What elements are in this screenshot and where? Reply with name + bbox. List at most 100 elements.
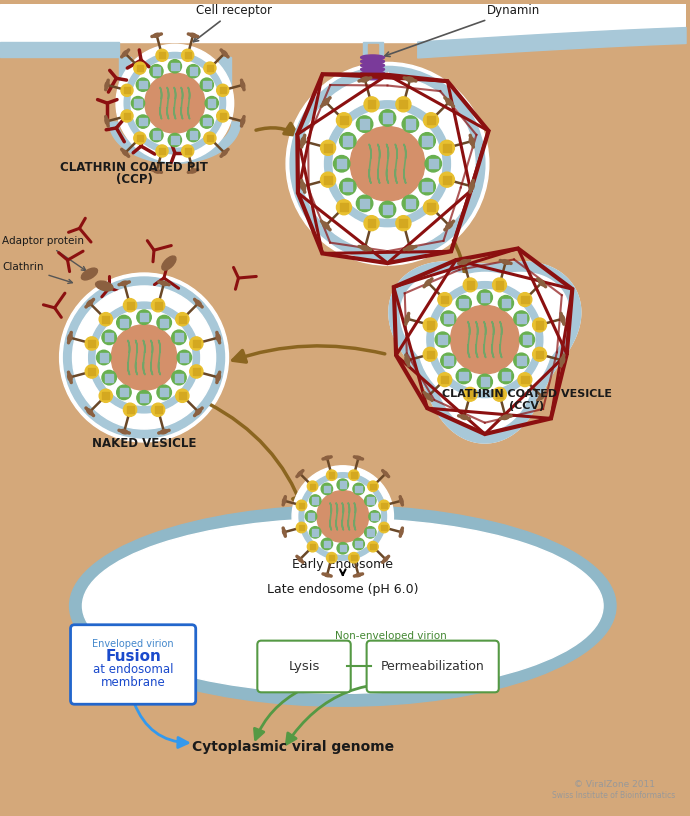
Polygon shape (502, 372, 510, 380)
Ellipse shape (241, 118, 245, 125)
Circle shape (156, 145, 168, 157)
Polygon shape (160, 318, 168, 326)
Text: NAKED VESICLE: NAKED VESICLE (92, 437, 196, 450)
Circle shape (200, 115, 213, 128)
Polygon shape (299, 525, 304, 530)
Ellipse shape (70, 506, 616, 706)
Polygon shape (480, 378, 489, 386)
Circle shape (514, 353, 529, 368)
Circle shape (116, 44, 234, 162)
Ellipse shape (355, 456, 362, 459)
Ellipse shape (221, 51, 227, 56)
Circle shape (353, 539, 364, 550)
Polygon shape (364, 57, 380, 79)
Ellipse shape (297, 557, 302, 561)
Circle shape (348, 552, 359, 563)
Circle shape (307, 481, 318, 491)
Ellipse shape (160, 281, 168, 286)
Polygon shape (310, 484, 315, 489)
Polygon shape (422, 136, 432, 145)
Circle shape (419, 179, 435, 195)
Polygon shape (428, 159, 438, 168)
Polygon shape (193, 368, 200, 375)
Text: © ViralZone 2011: © ViralZone 2011 (573, 780, 655, 789)
Polygon shape (383, 113, 392, 122)
Polygon shape (496, 391, 503, 398)
Polygon shape (536, 351, 543, 358)
Polygon shape (536, 322, 543, 329)
Polygon shape (308, 513, 314, 520)
Circle shape (356, 195, 373, 211)
Polygon shape (324, 144, 332, 152)
Polygon shape (139, 81, 147, 88)
Circle shape (187, 128, 200, 142)
FancyBboxPatch shape (366, 641, 499, 692)
Ellipse shape (361, 71, 384, 76)
Polygon shape (422, 182, 432, 191)
Polygon shape (355, 541, 362, 548)
Circle shape (520, 332, 535, 347)
Ellipse shape (400, 530, 403, 535)
Circle shape (137, 310, 151, 325)
Polygon shape (324, 175, 332, 184)
Circle shape (364, 97, 379, 112)
Circle shape (438, 293, 452, 307)
Circle shape (438, 373, 452, 387)
Circle shape (337, 479, 348, 490)
Text: Cytoplasmic viral genome: Cytoplasmic viral genome (192, 740, 394, 754)
Polygon shape (368, 220, 375, 227)
Circle shape (99, 313, 112, 326)
Polygon shape (310, 544, 315, 549)
Circle shape (156, 49, 168, 61)
Circle shape (150, 64, 163, 78)
Circle shape (204, 62, 216, 74)
Polygon shape (179, 316, 186, 322)
Ellipse shape (122, 51, 128, 56)
Circle shape (456, 295, 471, 311)
Circle shape (124, 299, 137, 312)
Polygon shape (340, 203, 348, 211)
Circle shape (364, 494, 376, 506)
Polygon shape (105, 333, 113, 341)
Ellipse shape (87, 409, 92, 415)
Circle shape (137, 391, 151, 405)
Polygon shape (193, 340, 200, 347)
Circle shape (181, 49, 194, 61)
Ellipse shape (105, 82, 109, 88)
Polygon shape (523, 335, 531, 344)
Polygon shape (124, 87, 130, 94)
Circle shape (321, 539, 333, 550)
Polygon shape (443, 175, 451, 184)
Circle shape (131, 96, 145, 110)
Text: Dynamin: Dynamin (385, 4, 540, 56)
Circle shape (435, 290, 535, 390)
Polygon shape (371, 544, 376, 549)
Polygon shape (438, 335, 447, 344)
Circle shape (533, 318, 546, 332)
Polygon shape (155, 406, 161, 413)
Ellipse shape (538, 280, 545, 286)
Polygon shape (441, 376, 449, 384)
Polygon shape (502, 299, 510, 308)
Polygon shape (137, 135, 143, 141)
Circle shape (117, 385, 131, 400)
Polygon shape (119, 57, 131, 122)
Ellipse shape (322, 99, 329, 105)
Polygon shape (517, 314, 526, 323)
Polygon shape (207, 65, 213, 71)
Text: (CCV): (CCV) (509, 401, 544, 411)
Circle shape (145, 73, 205, 133)
Polygon shape (363, 42, 382, 57)
Polygon shape (120, 318, 128, 326)
Ellipse shape (153, 33, 160, 38)
Circle shape (368, 542, 378, 552)
Circle shape (423, 348, 437, 361)
Bar (0, 42, 119, 57)
Circle shape (463, 278, 477, 292)
Ellipse shape (383, 471, 388, 476)
Ellipse shape (460, 259, 468, 264)
Circle shape (440, 140, 455, 155)
Text: Permeabilization: Permeabilization (380, 660, 484, 673)
Text: Swiss Institute of Bioinformatics: Swiss Institute of Bioinformatics (553, 791, 676, 800)
Circle shape (518, 293, 532, 307)
